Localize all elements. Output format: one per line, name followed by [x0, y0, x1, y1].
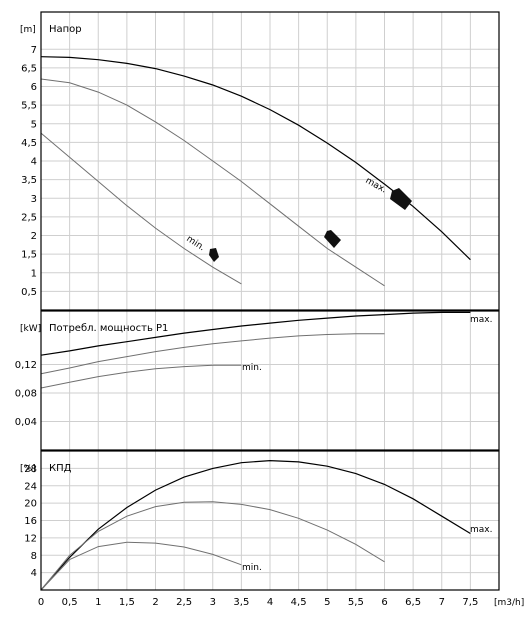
y-tick-label: 1,5: [21, 250, 37, 261]
x-tick-label: 6,5: [405, 597, 421, 608]
x-tick-label: 5,5: [348, 597, 364, 608]
y-tick-label: 2,5: [21, 212, 37, 223]
y-tick-label: 24: [24, 481, 37, 492]
x-tick-label: 0,5: [62, 597, 78, 608]
y-tick-label: 7: [31, 45, 37, 56]
y-tick-label: 28: [24, 464, 37, 475]
y-tick-label: 3: [31, 194, 37, 205]
y-axis-unit-label: [kW]: [20, 324, 41, 334]
x-tick-label: 0: [38, 597, 44, 608]
x-tick-label: 4,5: [291, 597, 307, 608]
y-tick-label: 5: [31, 119, 37, 130]
y-axis-unit-label: [%]: [20, 464, 36, 474]
x-tick-label: 3: [210, 597, 216, 608]
series-line: [40, 364, 242, 389]
x-tick-label: 7: [439, 597, 445, 608]
x-axis-unit-label: [m3/h]: [494, 598, 524, 608]
series-line: [40, 501, 385, 591]
x-tick-label: 1: [95, 597, 101, 608]
x-tick-label: 7,5: [462, 597, 478, 608]
y-tick-label: 12: [24, 533, 37, 544]
curve-label-min: min.: [242, 563, 262, 573]
panel-frame: [40, 310, 500, 451]
operating-point-marker-mid: [324, 230, 341, 248]
panel-title: Напор: [49, 24, 82, 35]
series-line: [40, 311, 471, 356]
y-tick-label: 6: [31, 82, 37, 93]
y-tick-label: 1: [31, 268, 37, 279]
y-tick-label: 0,04: [15, 417, 37, 428]
y-tick-label: 16: [24, 516, 37, 527]
x-tick-label: 2: [152, 597, 158, 608]
y-tick-label: 20: [24, 499, 37, 510]
panel-frame: [40, 450, 500, 591]
x-tick-label: 3,5: [233, 597, 249, 608]
x-tick-label: 2,5: [176, 597, 192, 608]
operating-point-marker-min: [209, 248, 219, 262]
y-tick-label: 0,08: [15, 388, 37, 399]
panel-title: Потребл. мощность P1: [49, 323, 168, 334]
y-tick-label: 4: [31, 157, 37, 168]
y-tick-label: 4,5: [21, 138, 37, 149]
x-tick-label: 5: [324, 597, 330, 608]
panel-frame: [40, 11, 500, 311]
y-tick-label: 4: [31, 568, 37, 579]
y-tick-label: 3,5: [21, 175, 37, 186]
series-line: [40, 78, 385, 287]
series-line: [40, 459, 471, 591]
series-line: [40, 541, 242, 591]
series-line: [40, 132, 242, 285]
y-tick-label: 0,5: [21, 287, 37, 298]
series-line: [40, 56, 471, 261]
x-tick-label: 6: [381, 597, 387, 608]
x-tick-label: 1,5: [119, 597, 135, 608]
x-tick-label: 4: [267, 597, 273, 608]
curve-label-max: max.: [470, 315, 492, 325]
y-tick-label: 2: [31, 231, 37, 242]
panel-title: КПД: [49, 463, 72, 474]
y-tick-label: 5,5: [21, 101, 37, 112]
y-axis-unit-label: [m]: [20, 25, 36, 35]
series-line: [40, 333, 385, 375]
y-tick-label: 8: [31, 551, 37, 562]
curve-label-min: min.: [242, 363, 262, 373]
y-tick-label: 6,5: [21, 63, 37, 74]
operating-point-marker-max: [390, 188, 412, 210]
y-tick-label: 0,12: [15, 360, 37, 371]
curve-label-max: max.: [470, 525, 492, 535]
